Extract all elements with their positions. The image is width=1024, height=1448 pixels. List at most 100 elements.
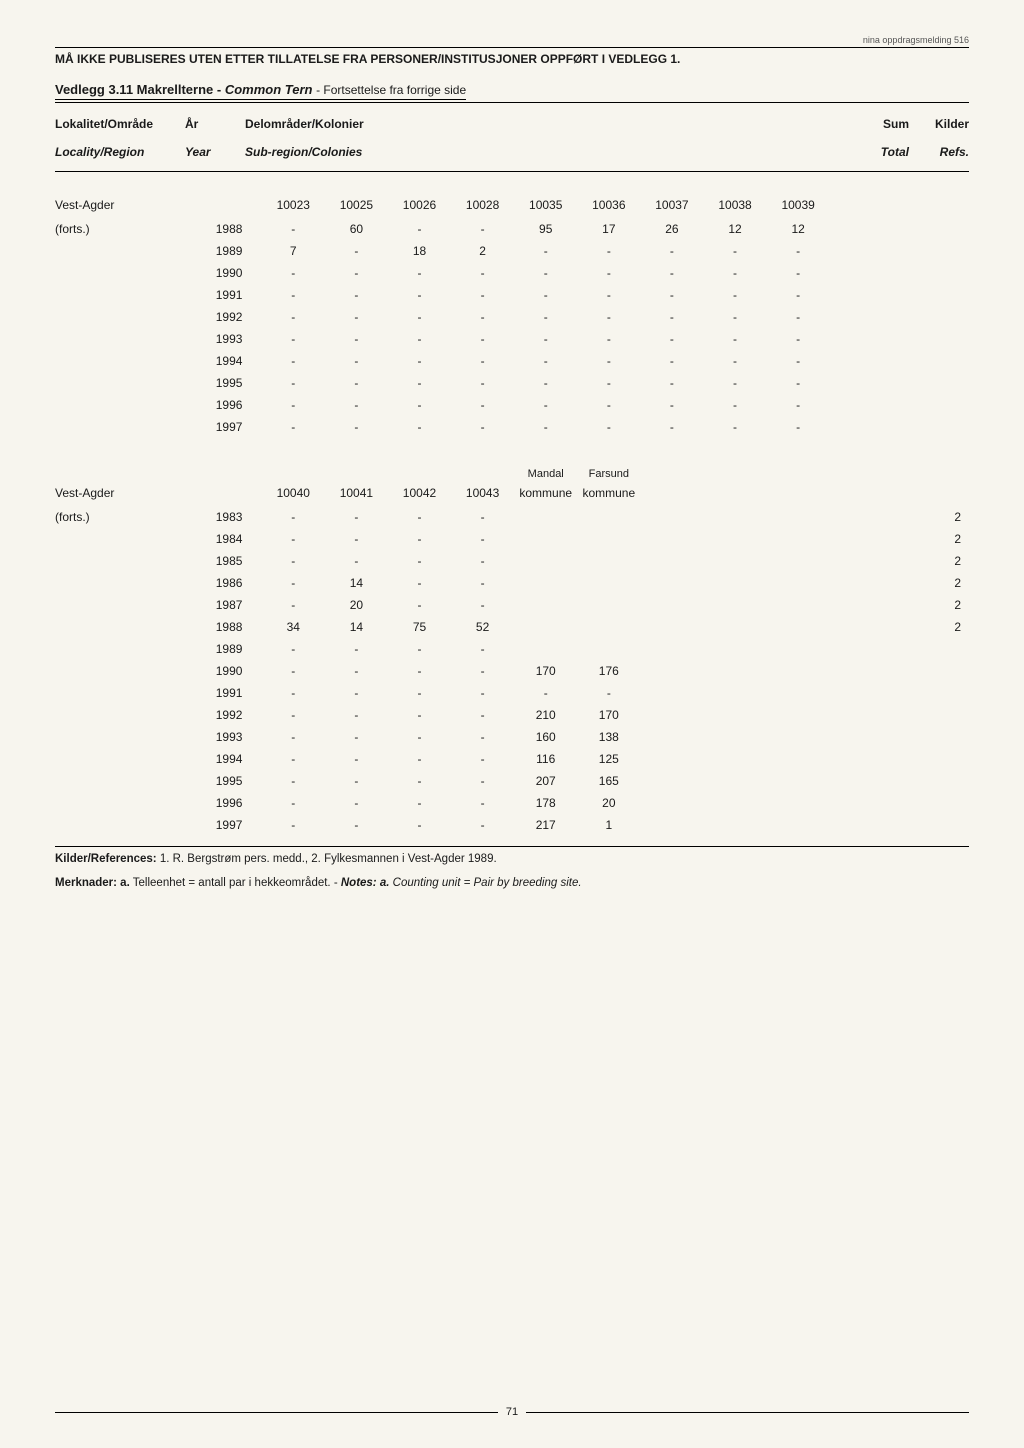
empty-cell [703, 704, 766, 726]
value-cell: - [388, 306, 451, 328]
value-cell: 26 [640, 218, 703, 240]
value-cell: - [703, 262, 766, 284]
sum-cell [830, 394, 895, 416]
column-subheader [262, 460, 325, 482]
value-cell: - [325, 704, 388, 726]
value-cell: - [325, 506, 388, 528]
value-cell: - [325, 528, 388, 550]
value-cell: - [451, 594, 514, 616]
table-row: 1995----207165 [55, 770, 969, 792]
sum-cell [830, 594, 895, 616]
value-cell: - [325, 792, 388, 814]
empty-cell [640, 638, 703, 660]
empty-cell [767, 506, 830, 528]
value-cell: - [514, 262, 577, 284]
table-row: 1995--------- [55, 372, 969, 394]
notes-line: Merknader: a. Telleenhet = antall par i … [55, 877, 969, 889]
table-row: 1989---- [55, 638, 969, 660]
column-header: 10028 [451, 194, 514, 218]
column-header: kommune [577, 482, 640, 506]
year-cell: 1988 [196, 218, 261, 240]
year-cell: 1992 [196, 704, 261, 726]
value-cell: - [262, 748, 325, 770]
value-cell: - [262, 306, 325, 328]
value-cell: - [640, 262, 703, 284]
empty-cell [703, 682, 766, 704]
value-cell: - [388, 328, 451, 350]
empty-cell [767, 638, 830, 660]
continuation-note: - Fortsettelse fra forrige side [316, 83, 466, 97]
footer-line-left [55, 1412, 498, 1413]
empty-cell [640, 704, 703, 726]
ref-cell [895, 372, 969, 394]
value-cell: - [703, 394, 766, 416]
value-cell [514, 528, 577, 550]
empty-cell [767, 682, 830, 704]
data-section-2: MandalFarsundVest-Agder10040100411004210… [55, 438, 969, 836]
value-cell: - [262, 506, 325, 528]
sum-cell [830, 506, 895, 528]
value-cell: 52 [451, 616, 514, 638]
appendix-title: Vedlegg 3.11 Makrellterne - Common Tern … [55, 82, 969, 102]
year-cell: 1985 [196, 550, 261, 572]
value-cell: - [767, 240, 830, 262]
empty-cell [767, 814, 830, 836]
value-cell: - [388, 262, 451, 284]
value-cell: 210 [514, 704, 577, 726]
value-cell: - [451, 572, 514, 594]
year-cell: 1991 [196, 284, 261, 306]
ref-cell [895, 350, 969, 372]
restriction-notice: MÅ IKKE PUBLISERES UTEN ETTER TILLATELSE… [55, 52, 969, 66]
value-cell: - [262, 372, 325, 394]
empty-cell [640, 460, 703, 482]
empty-cell [703, 616, 766, 638]
empty-cell [767, 482, 830, 506]
empty-cell [767, 748, 830, 770]
sum-cell [830, 572, 895, 594]
empty-cell [640, 682, 703, 704]
sum-cell [830, 726, 895, 748]
value-cell: - [262, 394, 325, 416]
table-row: 1985----2 [55, 550, 969, 572]
value-cell: - [388, 284, 451, 306]
empty-cell [767, 460, 830, 482]
table-row: 1996----17820 [55, 792, 969, 814]
empty-cell [703, 528, 766, 550]
table-row: 1990--------- [55, 262, 969, 284]
year-cell: 1991 [196, 682, 261, 704]
page-footer: 71 [0, 1406, 1024, 1418]
ref-cell: 2 [895, 528, 969, 550]
sum-cell [830, 638, 895, 660]
ref-cell [895, 394, 969, 416]
value-cell: - [325, 328, 388, 350]
year-cell: 1987 [196, 594, 261, 616]
table-row: 1993----160138 [55, 726, 969, 748]
sum-cell [830, 350, 895, 372]
empty-cell [703, 482, 766, 506]
table-row: 1993--------- [55, 328, 969, 350]
value-cell: - [262, 792, 325, 814]
value-cell: - [451, 350, 514, 372]
page-number: 71 [498, 1406, 526, 1418]
year-cell: 1988 [196, 616, 261, 638]
value-cell: - [262, 726, 325, 748]
value-cell: - [325, 726, 388, 748]
value-cell: - [388, 394, 451, 416]
value-cell: - [388, 550, 451, 572]
value-cell: - [262, 528, 325, 550]
value-cell: - [577, 328, 640, 350]
value-cell: - [514, 306, 577, 328]
value-cell: - [388, 638, 451, 660]
column-header: 10025 [325, 194, 388, 218]
locality-cell [55, 792, 196, 814]
ref-cell [895, 482, 969, 506]
value-cell: - [262, 550, 325, 572]
value-cell: 14 [325, 616, 388, 638]
value-cell: - [640, 372, 703, 394]
empty-cell [640, 726, 703, 748]
value-cell: - [767, 306, 830, 328]
value-cell: 20 [325, 594, 388, 616]
locality-cell [55, 572, 196, 594]
empty-cell [640, 748, 703, 770]
value-cell: - [262, 660, 325, 682]
